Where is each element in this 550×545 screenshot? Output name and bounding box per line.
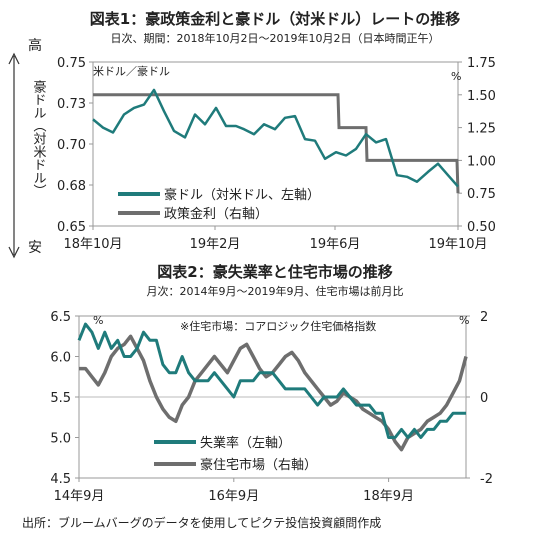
high-label: 高 [28,37,42,54]
chart2-left-tick-label: 5.0 [50,432,71,447]
legend-label-policy-rate: 政策金利（右軸） [164,206,268,222]
chart2-note: ※住宅市場：コアロジック住宅価格指数 [180,319,376,333]
audusd-line [92,88,459,188]
chart2-x-axis: 14年9月 16年9月 18年9月 [54,478,414,504]
chart1-legend: 豪ドル（対米ドル、左軸） 政策金利（右軸） [118,187,320,222]
chart1-right-unit: % [451,70,461,83]
chart1-left-tick-label: 0.65 [57,220,86,235]
housing-market-line [79,334,468,452]
chart1-right-tick-label: 1.75 [467,56,496,71]
source-note: 出所：ブルームバーグのデータを使用してピクテ投信投資顧問作成 [22,515,381,530]
chart2-x-tick-label: 14年9月 [54,489,105,504]
chart1-right-tick-label: 1.00 [467,154,496,169]
chart1-left-unit: 米ドル／豪ドル [93,64,170,78]
chart1-series [92,88,460,194]
unemployment-line [77,322,466,439]
chart2-right-axis: 2 0 -2 [466,310,493,487]
chart1-left-axis: 0.75 0.73 0.70 0.68 0.65 [57,56,93,235]
chart1-left-tick-label: 0.73 [57,97,86,112]
chart1-x-axis: 18年10月 19年2月 19年6月 19年10月 [63,226,488,252]
policy-rate-line [93,93,460,194]
chart2-left-tick-label: 4.5 [50,472,71,487]
chart2-x-tick-label: 16年9月 [208,489,259,504]
chart2-x-tick-label: 18年9月 [363,489,414,504]
legend-label-housing: 豪住宅市場（右軸） [200,457,317,473]
chart2-plot-area [78,315,467,479]
chart2-series [77,322,468,452]
chart1-left-axis-label: 豪ドル（対米ドル） [31,79,47,197]
chart1-subtitle: 日次、期間：2018年10月2日～2019年10月2日（日本時間正午） [111,31,440,45]
chart1-x-tick-label: 19年2月 [190,237,241,252]
chart1-right-tick-label: 0.75 [467,187,496,202]
chart1-right-tick-label: 1.50 [467,89,496,104]
chart2-right-tick-label: 0 [480,391,488,406]
chart2-left-tick-label: 6.5 [50,310,71,325]
arrow-up-head [8,52,20,65]
chart2-left-unit: % [93,314,103,327]
chart2-legend: 失業率（左軸） 豪住宅市場（右軸） [154,435,317,473]
chart1-title: 図表1：豪政策金利と豪ドル（対米ドル）レートの推移 [90,10,460,28]
chart2-title: 図表2：豪失業率と住宅市場の推移 [157,263,392,281]
chart1-x-tick-label: 19年6月 [310,237,361,252]
arrow-down-head [8,246,20,259]
chart2-subtitle: 月次：2014年9月～2019年9月、住宅市場は前月比 [147,284,404,298]
chart1-x-tick-label: 18年10月 [63,237,122,252]
legend-label-unemployment: 失業率（左軸） [200,435,291,451]
chart2-right-unit: % [459,314,469,327]
chart2-left-tick-label: 5.5 [50,391,71,406]
chart1-right-tick-label: 0.50 [467,220,496,235]
chart1-left-tick-label: 0.68 [57,179,86,194]
chart1-left-tick-label: 0.75 [57,56,86,71]
chart1-right-tick-label: 1.25 [467,122,496,137]
chart2-right-tick-label: -2 [480,472,493,487]
chart2-right-tick-label: 2 [480,310,488,325]
chart2-left-axis: 6.5 6.0 5.5 5.0 4.5 [50,310,79,487]
low-label: 安 [28,240,42,256]
chart1-left-tick-label: 0.70 [57,138,86,153]
legend-label-audusd: 豪ドル（対米ドル、左軸） [164,187,320,203]
chart2-left-tick-label: 6.0 [50,351,71,366]
chart1-right-axis: 1.75 1.50 1.25 1.00 0.75 0.50 [458,56,496,235]
chart1-x-tick-label: 19年10月 [428,237,487,252]
